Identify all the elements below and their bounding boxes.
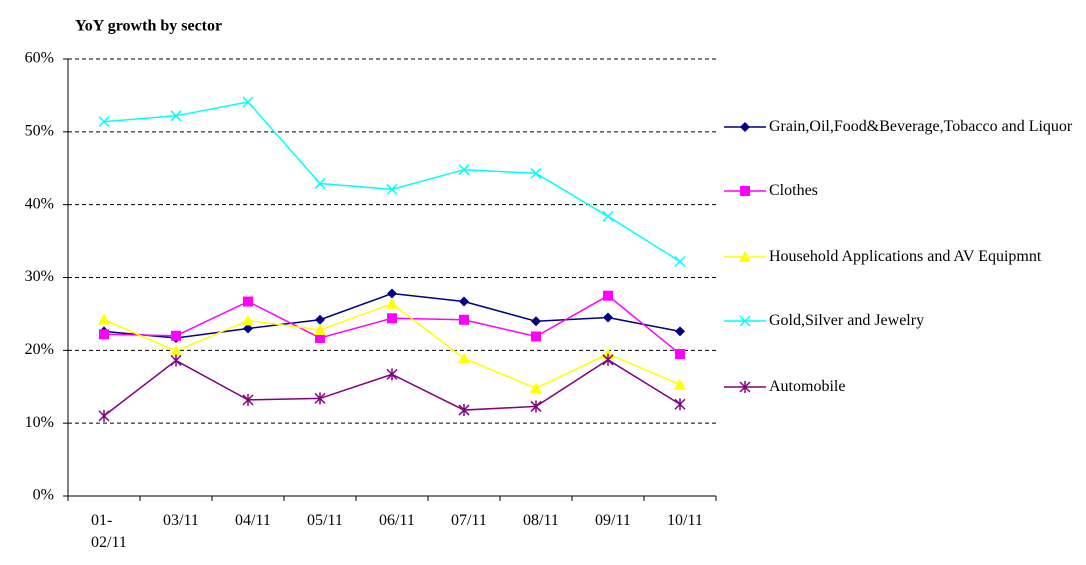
marker [675, 348, 685, 359]
y-tick-label: 50% [25, 123, 54, 140]
marker [314, 392, 326, 405]
x-tick-label: 01-02/11 [91, 512, 127, 551]
marker [459, 296, 469, 307]
marker [99, 329, 109, 340]
marker [386, 297, 398, 309]
x-tick-label: 08/11 [523, 512, 559, 529]
marker [387, 288, 397, 299]
marker [242, 96, 254, 108]
marker [458, 404, 470, 417]
y-tick-label: 20% [25, 341, 54, 358]
legend-label: Gold,Silver and Jewelry [769, 312, 925, 329]
y-tick-label: 0% [33, 487, 54, 504]
legend-marker [739, 315, 751, 327]
marker [98, 313, 110, 325]
x-tick-label: 05/11 [307, 512, 343, 529]
y-tick-label: 30% [25, 268, 54, 285]
marker [386, 368, 398, 381]
x-tick-label: 04/11 [235, 512, 271, 529]
marker [674, 398, 686, 411]
legend-label: Clothes [769, 182, 818, 199]
x-tick-label: 03/11 [163, 512, 199, 529]
x-tick-label: 07/11 [451, 512, 487, 529]
marker [242, 314, 254, 326]
marker [603, 312, 613, 323]
marker [530, 400, 542, 413]
marker [170, 345, 182, 357]
marker [531, 331, 541, 342]
marker [602, 353, 614, 366]
legend-label: Household Applications and AV Equipmnt [769, 248, 1042, 265]
chart-title: YoY growth by sector [75, 18, 222, 35]
marker [243, 296, 253, 307]
legend-marker [740, 122, 750, 132]
marker [386, 183, 398, 195]
marker [603, 290, 613, 301]
marker [675, 326, 685, 337]
legend-label: Grain,Oil,Food&Beverage,Tobacco and Liqu… [769, 118, 1073, 135]
x-tick-label: 09/11 [595, 512, 631, 529]
y-tick-label: 10% [25, 414, 54, 431]
y-tick-label: 60% [25, 50, 54, 67]
legend-marker [739, 251, 751, 262]
marker [530, 167, 542, 179]
marker [315, 314, 325, 325]
marker [387, 313, 397, 324]
marker [170, 354, 182, 367]
marker [602, 210, 614, 222]
marker [314, 178, 326, 190]
marker [531, 316, 541, 327]
x-tick-label: 10/11 [667, 512, 703, 529]
marker [243, 323, 253, 334]
marker [674, 255, 686, 268]
legend-marker [740, 186, 750, 196]
x-tick-label: 06/11 [379, 512, 415, 529]
marker [459, 314, 469, 325]
series-line [103, 358, 681, 417]
marker [98, 116, 110, 128]
legend-marker [739, 381, 751, 393]
marker [458, 164, 470, 176]
marker [458, 352, 470, 364]
marker [170, 110, 182, 122]
y-tick-label: 40% [25, 195, 54, 212]
marker [98, 409, 110, 422]
legend-label: Automobile [769, 378, 846, 395]
marker [314, 323, 326, 335]
marker [242, 393, 254, 406]
marker [171, 330, 181, 341]
series-line [103, 101, 681, 263]
marker [530, 382, 542, 394]
marker [315, 332, 325, 343]
marker [674, 378, 686, 390]
